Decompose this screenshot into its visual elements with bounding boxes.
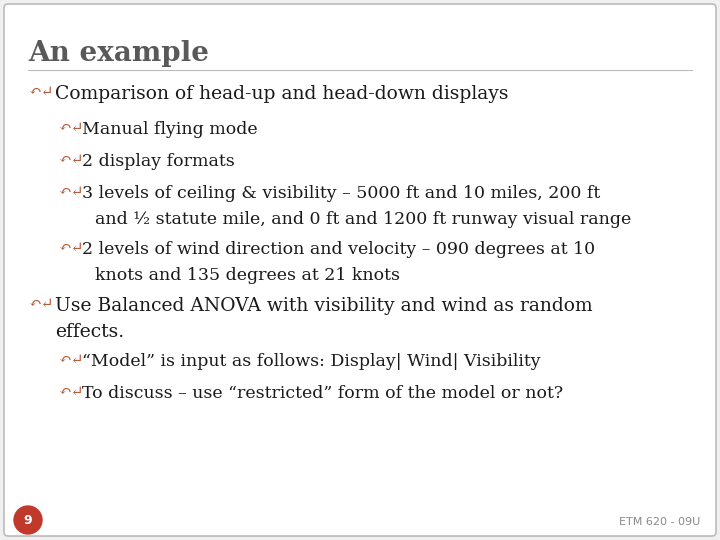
Text: 2 display formats: 2 display formats bbox=[82, 153, 235, 170]
Text: effects.: effects. bbox=[55, 323, 124, 341]
Text: “Model” is input as follows: Display| Wind| Visibility: “Model” is input as follows: Display| Wi… bbox=[82, 353, 541, 370]
Text: ↶↵: ↶↵ bbox=[28, 297, 53, 311]
Text: ↶↵: ↶↵ bbox=[58, 185, 84, 199]
Text: ↶↵: ↶↵ bbox=[28, 85, 53, 99]
Text: To discuss – use “restricted” form of the model or not?: To discuss – use “restricted” form of th… bbox=[82, 385, 563, 402]
Text: Manual flying mode: Manual flying mode bbox=[82, 121, 258, 138]
Circle shape bbox=[14, 506, 42, 534]
Text: ↶↵: ↶↵ bbox=[58, 385, 84, 399]
Text: An example: An example bbox=[28, 40, 209, 67]
Text: ETM 620 - 09U: ETM 620 - 09U bbox=[618, 517, 700, 527]
Text: 2 levels of wind direction and velocity – 090 degrees at 10: 2 levels of wind direction and velocity … bbox=[82, 241, 595, 258]
Text: ↶↵: ↶↵ bbox=[58, 353, 84, 367]
Text: knots and 135 degrees at 21 knots: knots and 135 degrees at 21 knots bbox=[95, 267, 400, 284]
Text: ↶↵: ↶↵ bbox=[58, 121, 84, 135]
Text: ↶↵: ↶↵ bbox=[58, 153, 84, 167]
Text: Use Balanced ANOVA with visibility and wind as random: Use Balanced ANOVA with visibility and w… bbox=[55, 297, 593, 315]
Text: Comparison of head-up and head-down displays: Comparison of head-up and head-down disp… bbox=[55, 85, 508, 103]
Text: and ½ statute mile, and 0 ft and 1200 ft runway visual range: and ½ statute mile, and 0 ft and 1200 ft… bbox=[95, 211, 631, 228]
Text: ↶↵: ↶↵ bbox=[58, 241, 84, 255]
FancyBboxPatch shape bbox=[4, 4, 716, 536]
Text: 9: 9 bbox=[24, 514, 32, 526]
Text: 3 levels of ceiling & visibility – 5000 ft and 10 miles, 200 ft: 3 levels of ceiling & visibility – 5000 … bbox=[82, 185, 600, 202]
